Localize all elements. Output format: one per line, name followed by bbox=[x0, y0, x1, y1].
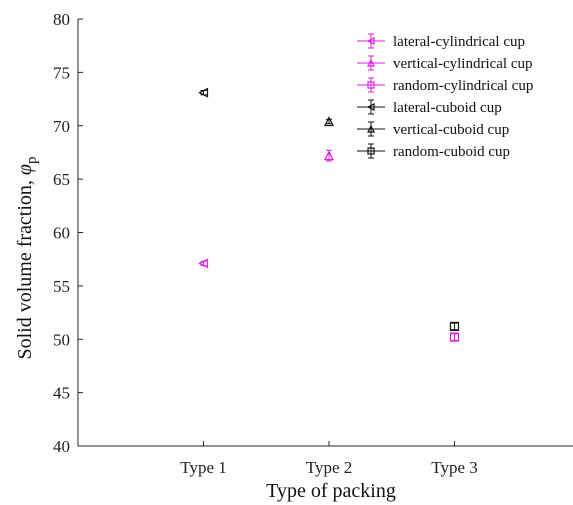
legend-marker bbox=[366, 103, 375, 111]
x-tick-label: Type 3 bbox=[431, 458, 478, 477]
y-axis-label-subscript: p bbox=[24, 157, 40, 165]
data-point bbox=[449, 332, 460, 342]
y-tick-label: 45 bbox=[53, 384, 70, 403]
y-tick-label: 40 bbox=[53, 437, 70, 456]
y-tick-label: 60 bbox=[53, 224, 70, 243]
axes bbox=[77, 19, 573, 447]
y-tick-label: 80 bbox=[53, 10, 70, 29]
legend-marker bbox=[366, 37, 375, 45]
data-point bbox=[324, 116, 334, 127]
legend-label: vertical-cylindrical cup bbox=[393, 56, 533, 72]
y-tick-label: 65 bbox=[53, 170, 70, 189]
legend-label: lateral-cylindrical cup bbox=[393, 34, 525, 50]
legend-marker bbox=[367, 58, 375, 67]
legend-marker bbox=[367, 81, 375, 89]
legend-label: random-cuboid cup bbox=[393, 144, 510, 160]
y-axis-label-symbol: φ bbox=[14, 164, 36, 175]
ticks: 40 45 50 55 60 65 70 75 80 Type 1 Type 2 Type 3 bbox=[53, 10, 478, 477]
legend-label: random-cylindrical cup bbox=[393, 78, 533, 94]
plot-area bbox=[78, 19, 573, 446]
data-point bbox=[198, 87, 209, 98]
legend: lateral-cylindrical cup vertical-cylindri… bbox=[357, 33, 533, 160]
x-axis-label: Type of packing bbox=[266, 480, 396, 502]
data-marks bbox=[198, 87, 460, 342]
data-point bbox=[198, 258, 209, 269]
legend-label: vertical-cuboid cup bbox=[393, 122, 509, 138]
y-tick-label: 70 bbox=[53, 117, 70, 136]
legend-marker bbox=[367, 124, 375, 133]
data-point bbox=[449, 321, 460, 332]
y-tick-label: 55 bbox=[53, 277, 70, 296]
legend-label: lateral-cuboid cup bbox=[393, 100, 502, 116]
data-point bbox=[324, 150, 334, 161]
y-tick-label: 50 bbox=[53, 330, 70, 349]
x-tick-label: Type 1 bbox=[180, 458, 227, 477]
y-axis-label-text: Solid volume fraction, bbox=[14, 175, 36, 359]
y-tick-label: 75 bbox=[53, 63, 70, 82]
x-tick-label: Type 2 bbox=[306, 458, 353, 477]
legend-marker bbox=[367, 147, 375, 155]
y-axis-label: Solid volume fraction, φp bbox=[14, 157, 40, 360]
